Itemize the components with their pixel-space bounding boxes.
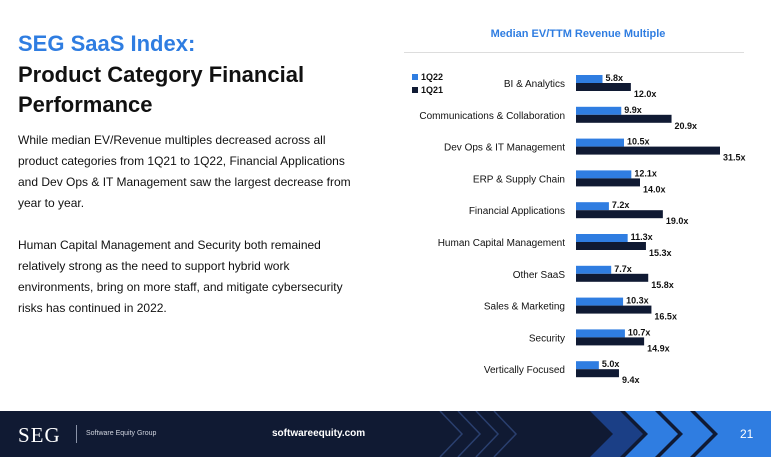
legend-swatch-1q22 (412, 73, 418, 80)
bar-1q22-bi-and-analytics (576, 75, 603, 83)
category-label-sales-and-marketing: Sales & Marketing (484, 302, 565, 313)
category-label-human-capital-management: Human Capital Management (438, 238, 566, 249)
legend-item-1q21: 1Q21 (412, 83, 443, 96)
paragraph-1: While median EV/Revenue multiples decrea… (18, 133, 351, 210)
slide-title: Product Category Financial Performance (18, 62, 305, 117)
value-label-1q21-vertically-focused: 9.4x (622, 375, 640, 385)
footer-url-link[interactable]: softwareequity.com (272, 428, 366, 439)
footer-company-name: Software Equity Group (86, 430, 157, 437)
footer-bar: SEG Software Equity Group softwareequity… (0, 411, 771, 457)
footer-divider (76, 425, 77, 443)
bar-1q21-financial-applications (576, 210, 663, 219)
category-label-other-saas: Other SaaS (513, 270, 566, 281)
bar-1q21-security (576, 337, 645, 346)
bar-1q22-security (576, 329, 625, 338)
value-label-1q21-sales-and-marketing: 16.5x (654, 312, 677, 322)
chart-title: Median EV/TTM Revenue Multiple (490, 28, 666, 40)
bar-1q21-other-saas (576, 273, 649, 282)
legend-label-1q21: 1Q21 (421, 84, 444, 95)
legend-swatch-1q21 (412, 86, 418, 93)
value-label-1q22-vertically-focused: 5.0x (602, 359, 620, 369)
bar-1q22-dev-ops-and-it-management (576, 138, 624, 147)
value-label-1q21-erp-and-supply-chain: 14.0x (643, 184, 666, 194)
page-number: 21 (740, 427, 754, 441)
bar-1q21-erp-and-supply-chain (576, 178, 640, 187)
chart-legend: 1Q22 1Q21 (412, 70, 443, 96)
value-label-1q22-other-saas: 7.7x (614, 264, 632, 274)
category-label-communications-and-collaboration: Communications & Collaboration (419, 111, 565, 122)
category-label-vertically-focused: Vertically Focused (484, 365, 565, 376)
value-label-1q22-communications-and-collaboration: 9.9x (624, 105, 642, 115)
category-label-bi-and-analytics: BI & Analytics (504, 79, 565, 90)
value-label-1q22-human-capital-management: 11.3x (631, 232, 653, 242)
value-label-1q22-bi-and-analytics: 5.8x (606, 73, 624, 83)
chevron-decoration-icon (439, 411, 771, 457)
value-label-1q22-erp-and-supply-chain: 12.1x (634, 168, 657, 178)
bar-1q21-vertically-focused (576, 369, 619, 378)
category-label-erp-and-supply-chain: ERP & Supply Chain (473, 174, 565, 185)
value-label-1q21-security: 14.9x (647, 343, 670, 353)
chart-title-divider (404, 52, 744, 53)
bar-1q22-communications-and-collaboration (576, 106, 622, 115)
value-label-1q21-other-saas: 15.8x (651, 280, 674, 290)
bar-1q22-vertically-focused (576, 361, 599, 370)
bar-1q21-bi-and-analytics (576, 83, 631, 91)
bar-1q21-sales-and-marketing (576, 305, 652, 314)
bar-1q22-other-saas (576, 265, 612, 274)
value-label-1q22-security: 10.7x (628, 327, 651, 337)
value-label-1q21-human-capital-management: 15.3x (649, 248, 672, 258)
slide-title-accent: SEG SaaS Index: (18, 31, 196, 56)
legend-label-1q22: 1Q22 (421, 71, 444, 82)
value-label-1q22-financial-applications: 7.2x (612, 200, 630, 210)
bar-1q22-sales-and-marketing (576, 297, 624, 306)
category-label-dev-ops-and-it-management: Dev Ops & IT Management (444, 143, 565, 154)
bar-chart: BI & Analytics 5.8x 12.0x Communications & … (419, 73, 746, 385)
value-label-1q21-communications-and-collaboration: 20.9x (675, 121, 698, 131)
bar-1q22-erp-and-supply-chain (576, 170, 632, 179)
bar-1q22-human-capital-management (576, 234, 628, 242)
bar-1q21-human-capital-management (576, 242, 646, 250)
legend-item-1q22: 1Q22 (412, 70, 443, 83)
bar-1q21-communications-and-collaboration (576, 114, 672, 123)
bar-1q21-dev-ops-and-it-management (576, 146, 720, 155)
paragraph-2: Human Capital Management and Security bo… (18, 238, 343, 315)
value-label-1q21-dev-ops-and-it-management: 31.5x (723, 153, 746, 163)
category-label-financial-applications: Financial Applications (469, 206, 565, 217)
value-label-1q21-bi-and-analytics: 12.0x (634, 89, 657, 99)
bar-1q22-financial-applications (576, 202, 609, 211)
value-label-1q22-dev-ops-and-it-management: 10.5x (627, 137, 650, 147)
category-label-security: Security (529, 333, 565, 344)
seg-logo: SEG (18, 423, 61, 447)
value-label-1q21-financial-applications: 19.0x (666, 216, 689, 226)
value-label-1q22-sales-and-marketing: 10.3x (626, 296, 649, 306)
